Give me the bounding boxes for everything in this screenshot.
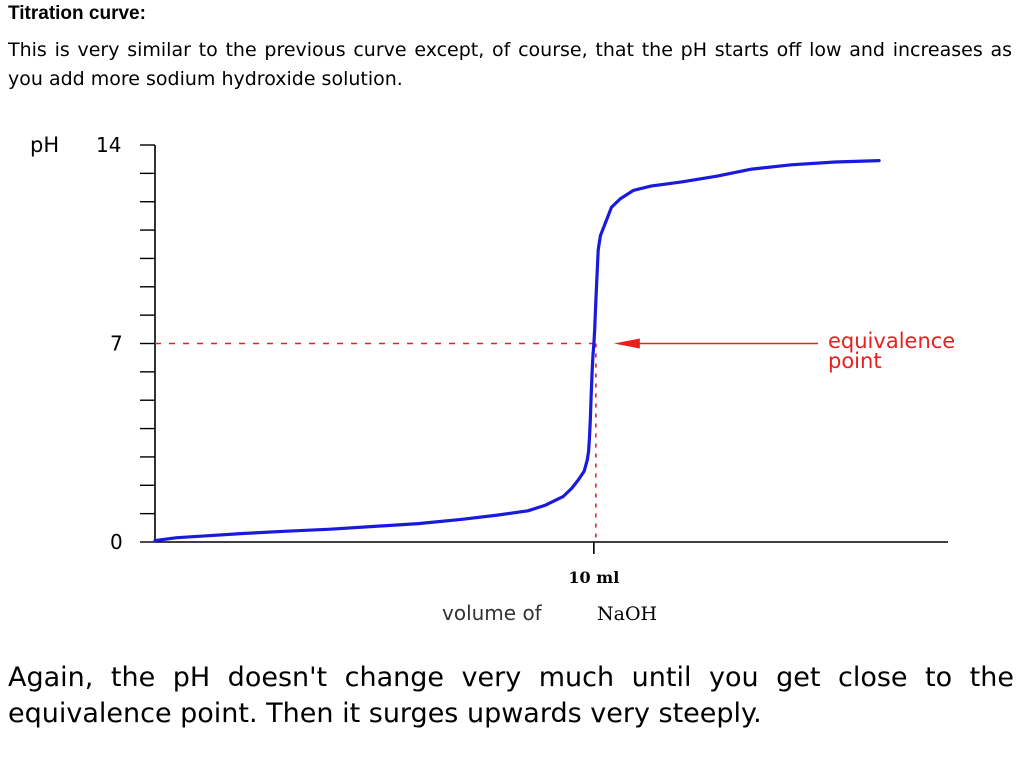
equivalence-label-line2: point xyxy=(828,349,882,373)
y-tick-label: 0 xyxy=(110,530,123,554)
x-tick-label: 10 ml xyxy=(568,568,619,587)
x-ticks: 10 ml xyxy=(568,542,619,587)
y-ticks: 0 7 14 xyxy=(96,133,155,554)
conclusion-paragraph: Again, the pH doesn't change very much u… xyxy=(8,662,1014,729)
y-tick-label: 14 xyxy=(96,133,121,157)
x-axis-label-part1: volume of xyxy=(442,601,543,625)
titration-curve-line xyxy=(153,158,881,543)
x-axis-label-part2: NaOH xyxy=(597,603,657,625)
titration-chart: pH 0 7 14 10 ml equivalence point volume o… xyxy=(30,133,955,625)
equivalence-label-line1: equivalence xyxy=(828,329,955,353)
intro-paragraph: This is very similar to the previous cur… xyxy=(8,39,1012,90)
equivalence-arrow-head xyxy=(613,338,640,349)
y-tick-label: 7 xyxy=(110,332,123,356)
y-axis-label: pH xyxy=(30,133,59,157)
slide-heading: Titration curve: xyxy=(8,3,146,24)
